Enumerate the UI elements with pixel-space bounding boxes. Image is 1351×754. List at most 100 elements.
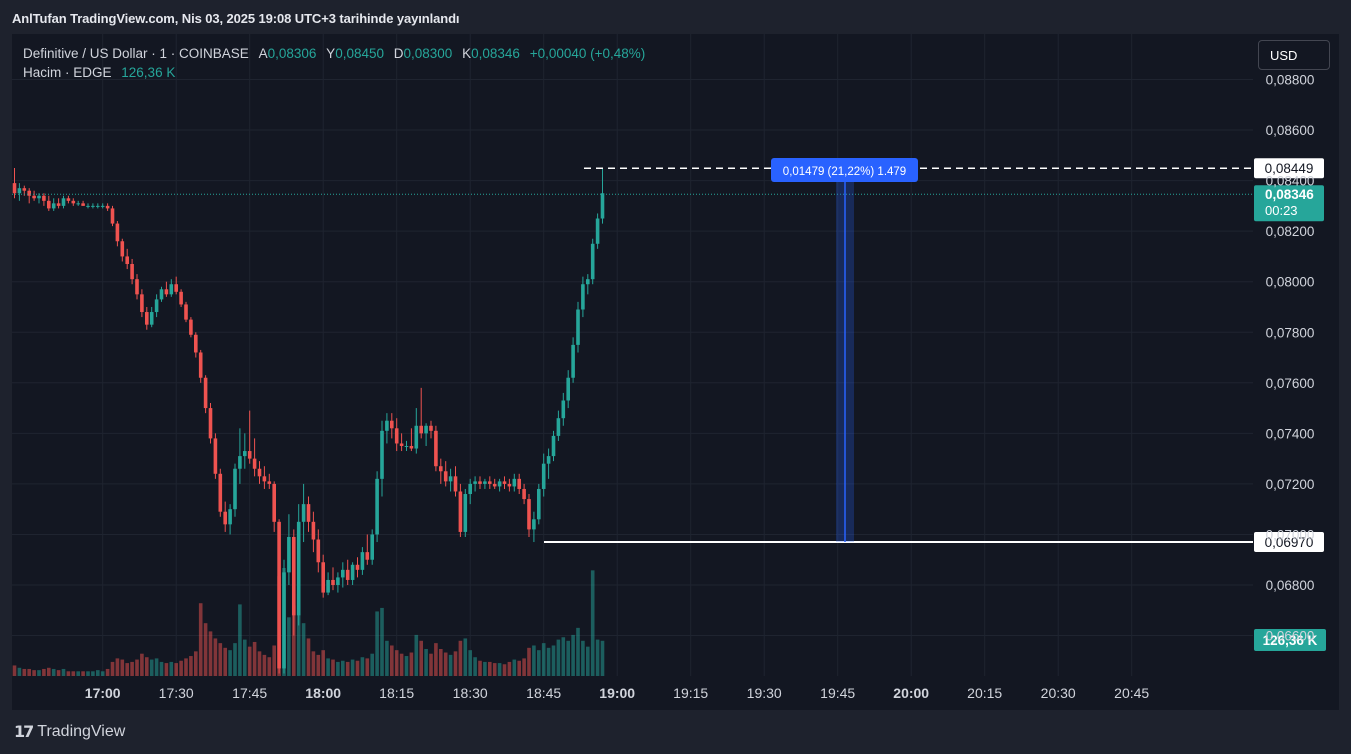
candle-body — [96, 205, 100, 207]
volume-bar — [473, 657, 477, 676]
volume-bar — [184, 658, 188, 676]
candle-body — [247, 451, 252, 459]
candle-body — [100, 205, 105, 207]
candle-body — [257, 468, 262, 477]
volume-bar — [257, 651, 262, 676]
volume-bar — [51, 668, 56, 676]
x-tick-label: 19:45 — [820, 685, 855, 701]
volume-bar — [12, 665, 17, 676]
volume-bar — [541, 643, 546, 676]
currency-button[interactable]: USD — [1258, 40, 1330, 70]
volume-bar — [76, 671, 80, 676]
candle-body — [292, 536, 296, 616]
candle-body — [169, 284, 174, 295]
candle-body — [576, 309, 580, 345]
volume-indicator-title[interactable]: Hacim · EDGE — [23, 65, 112, 80]
candle-body — [345, 569, 350, 580]
candle-body — [194, 334, 198, 353]
last-price-tag — [1254, 185, 1324, 222]
volume-bar — [198, 603, 203, 676]
candle-body — [164, 289, 169, 295]
volume-bar — [203, 623, 208, 676]
volume-bar — [507, 661, 512, 676]
x-tick-label: 20:30 — [1041, 685, 1076, 701]
candle-body — [390, 420, 394, 429]
candle-body — [527, 499, 531, 530]
volume-bar — [179, 660, 183, 676]
volume-bar — [218, 643, 223, 676]
volume-bar — [159, 661, 164, 676]
volume-bar — [404, 656, 409, 676]
volume-bar — [385, 640, 389, 676]
candle-body — [321, 562, 325, 593]
candle-body — [296, 521, 301, 616]
volume-bar — [149, 659, 154, 676]
candle-body — [198, 352, 203, 378]
candle-body — [71, 200, 76, 204]
high-price-tag — [1254, 158, 1324, 179]
change-value: +0,00040 (+0,48%) — [529, 46, 646, 61]
volume-bars — [12, 568, 605, 676]
candle-body — [360, 552, 365, 570]
candle-body — [443, 471, 448, 482]
candle-body — [218, 473, 223, 512]
volume-bar — [61, 668, 66, 676]
tradingview-logo-icon: 𝟭𝟳 — [14, 724, 34, 741]
volume-indicator-value: 126,36 K — [121, 65, 176, 80]
volume-bar — [488, 661, 492, 676]
volume-bar — [360, 657, 365, 676]
candle-body — [600, 193, 605, 219]
tradingview-wordmark: TradingView — [37, 723, 126, 740]
x-tick-label: 17:45 — [232, 685, 267, 701]
candle-body — [22, 188, 27, 191]
candle-body — [115, 223, 120, 242]
candle-body — [341, 569, 345, 578]
candle-body — [399, 443, 404, 446]
candle-body — [429, 425, 433, 431]
volume-bar — [355, 660, 360, 676]
volume-bar — [96, 670, 100, 676]
candle-body — [149, 312, 154, 325]
candle-body — [213, 438, 218, 474]
candle-body — [86, 205, 90, 207]
volume-bar — [527, 647, 531, 676]
volume-bar — [336, 661, 340, 676]
candle-body — [478, 481, 482, 484]
candle-body — [12, 183, 17, 194]
volume-bar — [71, 671, 76, 676]
volume-bar — [375, 611, 379, 676]
candle-body — [159, 289, 164, 300]
chart-area[interactable] — [12, 34, 1339, 710]
y-tick-label: 0,06600 — [1266, 629, 1315, 644]
volume-bar — [380, 607, 384, 676]
volume-bar — [537, 650, 541, 676]
tradingview-logo[interactable]: 𝟭𝟳 TradingView — [14, 722, 125, 742]
volume-bar — [566, 640, 570, 676]
volume-bar — [546, 647, 551, 676]
volume-bar — [47, 667, 51, 676]
volume-bar — [27, 668, 31, 676]
candle-body — [590, 243, 595, 280]
volume-bar — [492, 663, 497, 676]
candle-body — [468, 483, 472, 495]
candle-body — [586, 279, 590, 285]
high-price-label: 0,08449 — [1265, 161, 1314, 176]
candle-body — [365, 552, 370, 560]
candle-body — [243, 451, 247, 457]
volume-bar — [301, 623, 306, 676]
countdown-label: 00:23 — [1265, 203, 1298, 218]
symbol-title[interactable]: Definitive / US Dollar · 1 · COINBASE — [23, 46, 249, 61]
open-value: 0,08306 — [267, 46, 317, 61]
close-label: K — [462, 46, 472, 61]
y-tick-label: 0,07000 — [1266, 527, 1315, 542]
volume-bar — [345, 661, 350, 676]
x-tick-label: 18:00 — [305, 685, 341, 701]
volume-bar — [213, 638, 218, 676]
candle-body — [463, 494, 468, 532]
volume-bar — [409, 652, 414, 676]
candle-body — [537, 488, 541, 520]
volume-bar — [66, 671, 71, 676]
candle-body — [561, 400, 566, 419]
